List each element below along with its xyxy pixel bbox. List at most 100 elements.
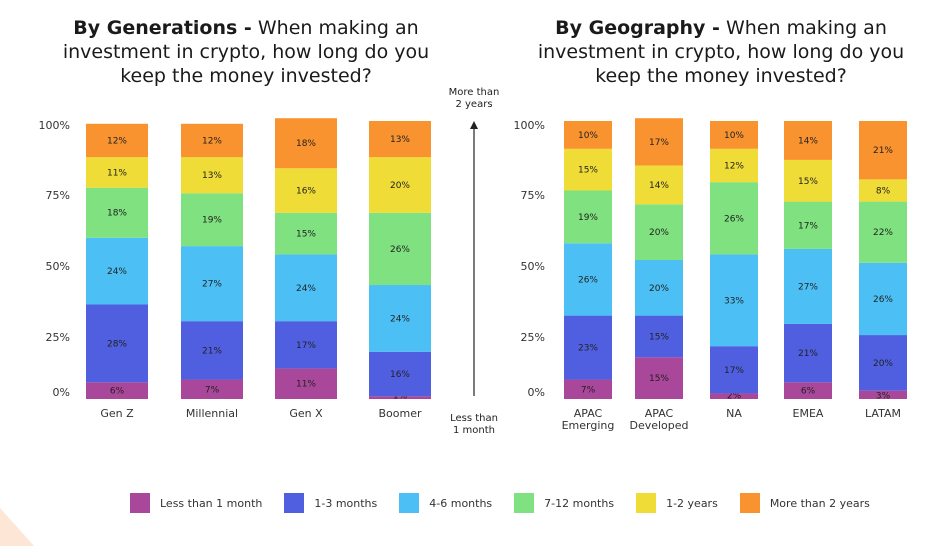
x-tick-label: NA: [726, 407, 742, 420]
data-label: 12%: [202, 136, 222, 146]
data-label: 20%: [649, 284, 669, 294]
bar-segment: [275, 368, 337, 399]
arrow-top-label: More than 2 years: [449, 87, 500, 110]
bar-segment: [635, 204, 683, 260]
data-label: 17%: [798, 221, 818, 231]
bar-segment: [564, 379, 612, 399]
y-tick-label: 0%: [528, 386, 545, 399]
bar-segment: [564, 315, 612, 380]
data-label: 26%: [390, 245, 410, 255]
data-label: 17%: [649, 138, 669, 148]
bar-segment: [369, 212, 431, 286]
legend-label: 1-2 years: [666, 496, 718, 510]
stacked-bar-charts: 0% 25% 50% 75% 100% 6% 28% 24% 18% 11% 12% Gen Z 7% 2…: [39, 87, 907, 436]
data-label: 15%: [649, 332, 669, 342]
bar-segment: [86, 237, 148, 305]
bar-segment: [181, 123, 243, 158]
x-tick-label: Gen X: [289, 407, 323, 420]
legend-swatch: [739, 493, 760, 513]
bar-segment: [275, 212, 337, 255]
data-label: 18%: [296, 139, 316, 149]
bar-segment: [784, 248, 832, 324]
data-label: 27%: [202, 280, 222, 290]
bar-segment: [86, 187, 148, 238]
bar-segment: [784, 159, 832, 202]
bar-segment: [564, 190, 612, 244]
bar-segment: [564, 243, 612, 316]
data-label: 21%: [202, 346, 222, 356]
bar-segment: [635, 118, 683, 166]
data-label: 26%: [578, 275, 598, 285]
bar-segment: [369, 351, 431, 397]
data-label: 15%: [798, 177, 818, 187]
data-label: 33%: [724, 296, 744, 306]
bar-segment: [635, 260, 683, 316]
bar-segment: [369, 396, 431, 399]
data-label: 26%: [724, 214, 744, 224]
bar-segment: [635, 165, 683, 205]
data-label: 14%: [649, 181, 669, 191]
data-label: 11%: [296, 380, 316, 390]
data-label: 22%: [873, 228, 893, 238]
x-tick-label-line: Gen X: [289, 407, 323, 420]
arrow-bottom-label: Less than 1 month: [450, 413, 498, 436]
x-tick-label: LATAM: [865, 407, 901, 420]
data-label: 12%: [107, 136, 127, 146]
y-tick-label: 50%: [46, 260, 70, 273]
legend-item: More than 2 years: [739, 493, 870, 513]
data-label: 19%: [578, 213, 598, 223]
bar-segment: [784, 382, 832, 399]
legend-label: 7-12 months: [544, 496, 615, 510]
bar-segment: [784, 201, 832, 249]
legend-swatch: [636, 493, 657, 513]
bar-segment: [710, 121, 758, 149]
data-label: 23%: [578, 344, 598, 354]
x-tick-label-line: LATAM: [865, 407, 901, 420]
y-tick-label: 25%: [46, 331, 70, 344]
bar-segment: [710, 346, 758, 394]
chart-title-text: When making an investment in crypto, how…: [537, 17, 905, 87]
x-tick-label-line: Emerging: [562, 419, 615, 432]
x-tick-label-line: Boomer: [378, 407, 421, 420]
y-tick-label: 75%: [521, 189, 545, 202]
data-label: 20%: [873, 359, 893, 369]
data-label: 13%: [390, 135, 410, 145]
data-label: 12%: [724, 161, 744, 171]
arrow-bottom-label-line: Less than: [450, 413, 498, 424]
legend-swatch: [399, 493, 420, 513]
bar-segment: [86, 304, 148, 383]
chart-title-generations: By Generations - When making an investme…: [40, 16, 452, 88]
data-label: 1%: [393, 392, 408, 402]
bar-segment: [710, 182, 758, 255]
bar-segment: [859, 335, 907, 391]
x-tick-label-line: APAC: [574, 407, 603, 420]
data-label: 6%: [110, 387, 125, 397]
x-tick-label-line: Developed: [629, 419, 688, 432]
bar-segment: [275, 118, 337, 169]
data-label: 24%: [107, 267, 127, 277]
data-label: 19%: [202, 216, 222, 226]
data-label: 15%: [578, 166, 598, 176]
legend-item: Less than 1 month: [130, 493, 262, 513]
data-label: 13%: [202, 171, 222, 181]
bar-segment: [710, 393, 758, 399]
chart-title-bold: By Generations -: [73, 17, 252, 39]
chart-legend: Less than 1 month 1-3 months 4-6 months 7-1…: [130, 490, 892, 516]
y-tick-label: 100%: [514, 119, 545, 132]
data-label: 20%: [390, 181, 410, 191]
bar-segment: [181, 379, 243, 399]
data-label: 7%: [205, 385, 220, 395]
x-tick-label-line: APAC: [645, 407, 674, 420]
bar-segment: [369, 121, 431, 158]
bar-segment: [86, 382, 148, 399]
legend-label: Less than 1 month: [160, 496, 263, 510]
chart-title-bold: By Geography -: [555, 17, 720, 39]
bar-segment: [181, 157, 243, 194]
chart-title-text: When making an investment in crypto, how…: [62, 17, 430, 87]
chart-title-geography: By Geography - When making an investment…: [515, 16, 927, 88]
bar-segment: [86, 123, 148, 158]
arrow-top-label-line: 2 years: [455, 99, 492, 110]
data-label: 15%: [296, 230, 316, 240]
bar-segment: [859, 121, 907, 180]
bar-segment: [635, 315, 683, 358]
